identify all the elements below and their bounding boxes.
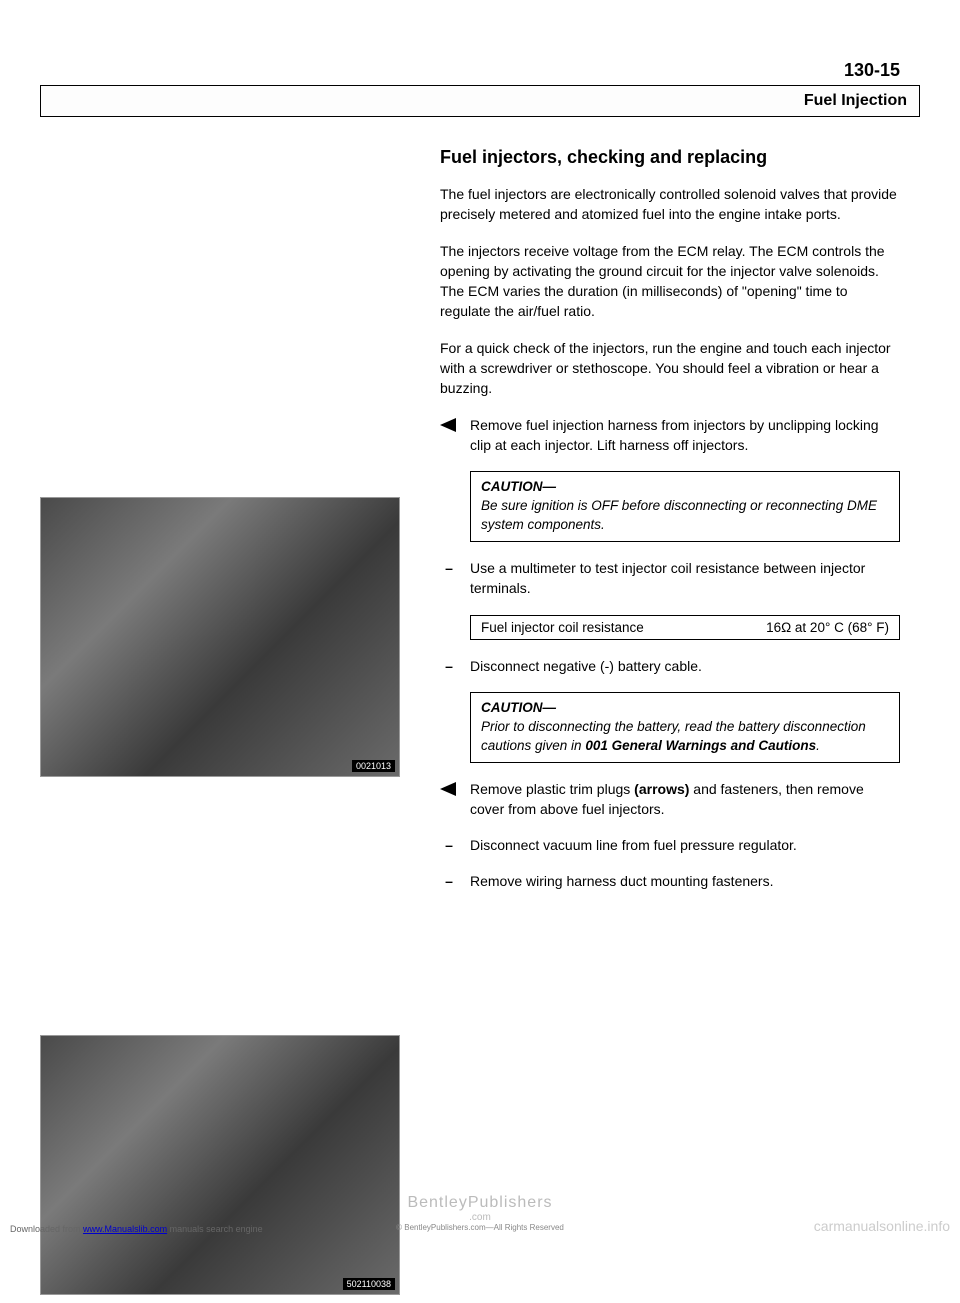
step-plastic-trim: Remove plastic trim plugs (arrows) and f…	[440, 779, 900, 820]
step-vacuum-line: – Disconnect vacuum line from fuel press…	[440, 835, 900, 855]
step-text: Remove wiring harness duct mounting fast…	[470, 871, 773, 891]
caution-box-2: CAUTION— Prior to disconnecting the batt…	[470, 692, 900, 763]
figure-1	[40, 497, 400, 777]
download-pre: Downloaded from	[10, 1224, 83, 1234]
step-multimeter: – Use a multimeter to test injector coil…	[440, 558, 900, 599]
caution-label: CAUTION—	[481, 700, 556, 715]
step-text: Disconnect vacuum line from fuel pressur…	[470, 835, 797, 855]
section-title: Fuel injectors, checking and replacing	[440, 147, 900, 168]
step-wiring-harness: – Remove wiring harness duct mounting fa…	[440, 871, 900, 891]
step-pre: Remove plastic trim plugs	[470, 781, 634, 797]
step-text: Remove fuel injection harness from injec…	[470, 415, 900, 456]
download-post: manuals search engine	[167, 1224, 263, 1234]
caution-bold: 001 General Warnings and Cautions	[585, 738, 816, 753]
dash-marker: –	[440, 871, 458, 891]
spec-label: Fuel injector coil resistance	[481, 620, 644, 635]
caution-text: Be sure ignition is OFF before disconnec…	[481, 498, 877, 532]
publisher-name: BentleyPublishers	[0, 1194, 960, 1212]
spec-value: 16Ω at 20° C (68° F)	[766, 620, 889, 635]
step-remove-harness: Remove fuel injection harness from injec…	[440, 415, 900, 456]
step-disconnect-battery: – Disconnect negative (-) battery cable.	[440, 656, 900, 676]
step-text: Disconnect negative (-) battery cable.	[470, 656, 702, 676]
intro-para-1: The fuel injectors are electronically co…	[440, 184, 900, 225]
step-bold: (arrows)	[634, 781, 689, 797]
content-area: Fuel injectors, checking and replacing T…	[40, 147, 920, 1303]
caution-text: Prior to disconnecting the battery, read…	[481, 719, 866, 753]
arrow-icon	[440, 415, 458, 456]
intro-para-3: For a quick check of the injectors, run …	[440, 338, 900, 399]
step-text: Remove plastic trim plugs (arrows) and f…	[470, 779, 900, 820]
footer-download: Downloaded from www.Manualslib.com manua…	[10, 1224, 263, 1234]
caution-box-1: CAUTION— Be sure ignition is OFF before …	[470, 471, 900, 542]
right-column: Fuel injectors, checking and replacing T…	[440, 147, 920, 1303]
dash-marker: –	[440, 656, 458, 676]
page-number: 130-15	[40, 60, 920, 81]
caution-post: .	[816, 738, 820, 753]
dash-marker: –	[440, 835, 458, 855]
footer-watermark: carmanualsonline.info	[814, 1218, 950, 1234]
arrow-icon	[440, 779, 458, 820]
dash-marker: –	[440, 558, 458, 599]
step-text: Use a multimeter to test injector coil r…	[470, 558, 900, 599]
figure-2	[40, 1035, 400, 1295]
header-bar: Fuel Injection	[40, 85, 920, 117]
header-title: Fuel Injection	[804, 92, 907, 109]
intro-para-2: The injectors receive voltage from the E…	[440, 241, 900, 322]
caution-label: CAUTION—	[481, 479, 556, 494]
download-link[interactable]: www.Manualslib.com	[83, 1224, 167, 1234]
left-column	[40, 147, 420, 1303]
spec-box: Fuel injector coil resistance 16Ω at 20°…	[470, 615, 900, 640]
